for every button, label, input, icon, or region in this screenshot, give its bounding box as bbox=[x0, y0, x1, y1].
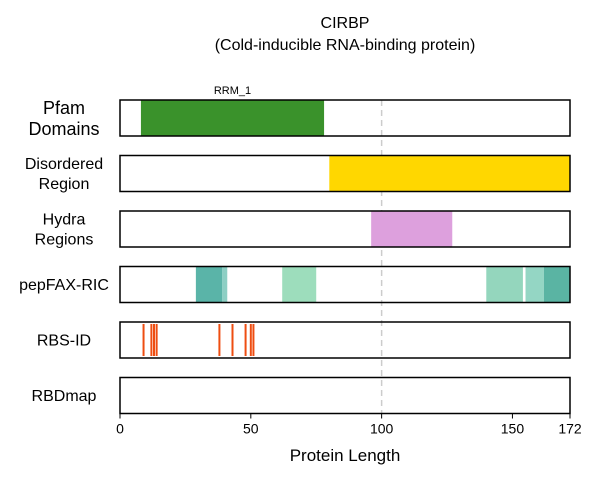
track-5: RBDmap bbox=[32, 376, 571, 415]
x-tick-label: 50 bbox=[243, 421, 259, 437]
feature-segment bbox=[195, 266, 223, 303]
x-axis: 0 50 100 150 172 bbox=[116, 413, 582, 437]
track-border bbox=[119, 376, 571, 415]
track-label: RBDmap bbox=[32, 388, 97, 405]
feature-segment bbox=[140, 100, 325, 136]
feature-segment bbox=[329, 155, 570, 192]
x-tick-label: 150 bbox=[501, 421, 525, 437]
track-border bbox=[119, 210, 571, 248]
track-3: pepFAX-RIC bbox=[19, 265, 571, 304]
track-border bbox=[119, 321, 571, 359]
x-tick-label: 100 bbox=[370, 421, 394, 437]
feature-segment bbox=[371, 211, 453, 247]
x-tick-label: 0 bbox=[116, 421, 124, 437]
track-4: RBS-ID bbox=[37, 321, 571, 359]
track-label: Disordered bbox=[25, 156, 103, 173]
track-1: Disordered Region bbox=[25, 154, 571, 193]
feature-segment bbox=[525, 266, 544, 303]
track-2: Hydra Regions bbox=[35, 210, 571, 249]
segment-label: RRM_1 bbox=[214, 85, 251, 97]
track-label: pepFAX-RIC bbox=[19, 277, 109, 294]
chart-title-line2: (Cold-inducible RNA-binding protein) bbox=[215, 37, 476, 54]
track-label: Pfam bbox=[43, 98, 85, 118]
chart-title-line1: CIRBP bbox=[321, 15, 370, 32]
track-border bbox=[119, 265, 571, 304]
feature-segment bbox=[282, 266, 317, 303]
track-label: RBS-ID bbox=[37, 333, 91, 350]
track-label: Domains bbox=[28, 119, 99, 139]
track-label: Region bbox=[39, 176, 90, 193]
track-border bbox=[119, 154, 571, 193]
feature-segment bbox=[222, 266, 228, 303]
feature-segment bbox=[486, 266, 523, 303]
track-label: Regions bbox=[35, 232, 94, 249]
x-axis-label: Protein Length bbox=[290, 446, 401, 465]
x-tick-label: 172 bbox=[558, 421, 582, 437]
track-border bbox=[119, 99, 571, 137]
track-label: Hydra bbox=[43, 212, 86, 229]
feature-segment bbox=[543, 266, 570, 303]
